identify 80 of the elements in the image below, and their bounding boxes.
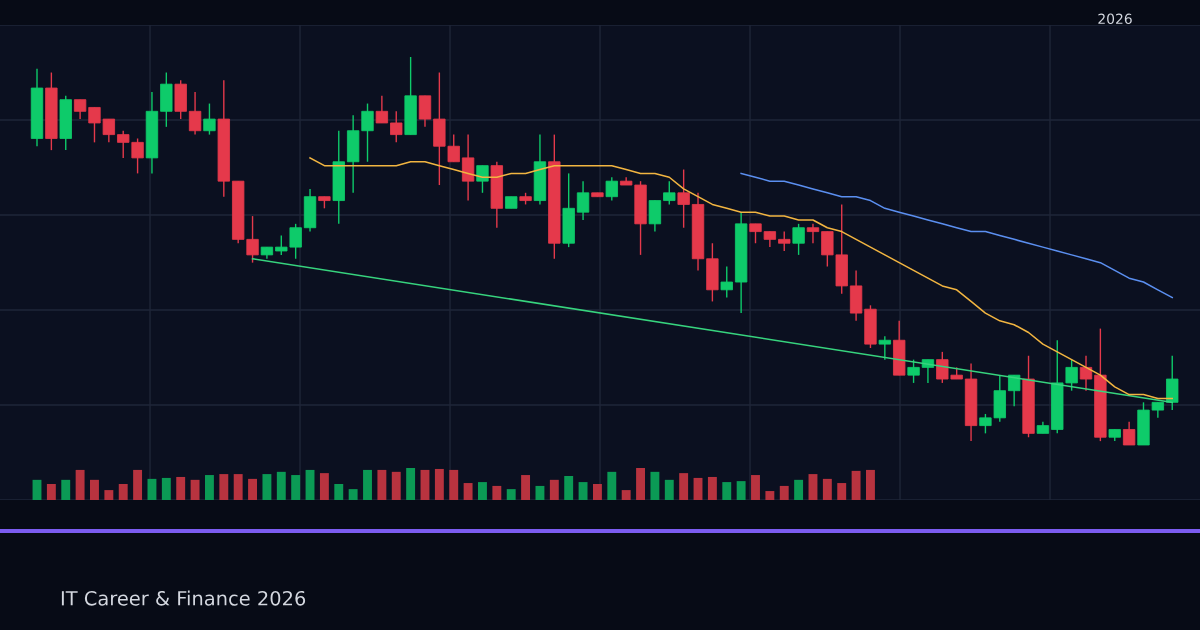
bar (319, 473, 329, 500)
bar (851, 470, 861, 500)
bar (822, 478, 832, 500)
bar (866, 469, 875, 500)
bar (233, 474, 243, 500)
bar (334, 484, 344, 500)
candlestick (1166, 355, 1179, 411)
bar (305, 469, 315, 500)
bar (535, 485, 545, 500)
bar (592, 484, 602, 500)
bar (492, 485, 502, 500)
bar (506, 489, 516, 500)
candlestick (418, 95, 432, 128)
bar (276, 471, 286, 500)
bar (564, 476, 574, 500)
bar (521, 475, 531, 500)
bar (219, 474, 229, 500)
text: IT Career & Finance 2026 (61, 590, 306, 606)
candlestick (390, 110, 403, 144)
candlestick (375, 95, 389, 124)
bar (161, 477, 171, 500)
candlestick (907, 358, 920, 384)
bar (391, 471, 401, 500)
bar (751, 475, 760, 500)
bar (377, 469, 387, 500)
bar (664, 479, 674, 500)
bar (190, 479, 200, 500)
bar (765, 491, 775, 500)
bar (75, 469, 85, 500)
candlestick (461, 133, 475, 202)
candlestick (720, 265, 733, 299)
bar (104, 490, 114, 500)
bar (650, 471, 660, 500)
candlestick (1007, 374, 1021, 407)
bar (621, 490, 631, 500)
candlestick (1079, 355, 1093, 392)
bar (348, 489, 358, 500)
bar (61, 479, 71, 500)
bar (46, 484, 56, 500)
bar (90, 479, 99, 500)
bar (837, 483, 847, 500)
text: 2026 (1098, 13, 1132, 25)
bar (707, 476, 717, 500)
candlestick (792, 223, 805, 256)
candlestick (203, 102, 216, 136)
candlestick (648, 199, 662, 233)
bar (406, 468, 416, 500)
bar (363, 469, 372, 500)
bar (463, 483, 473, 500)
bar (636, 468, 645, 500)
candlestick (188, 91, 202, 136)
bar (722, 482, 732, 500)
candlestick (677, 168, 690, 229)
bar (549, 479, 559, 500)
bar (248, 478, 257, 500)
candlestick (878, 335, 891, 361)
bar (794, 479, 804, 500)
candlestick (476, 164, 489, 194)
bar (478, 482, 487, 500)
bar (420, 469, 430, 500)
bar (133, 469, 143, 500)
candlestick (806, 223, 820, 244)
bar (204, 475, 214, 500)
bar (736, 481, 746, 500)
candlestick (778, 230, 791, 252)
candlestick (1122, 421, 1136, 446)
bar (262, 474, 272, 500)
bar (291, 475, 301, 500)
bar (118, 484, 128, 500)
bar (434, 468, 444, 500)
bar (779, 485, 789, 500)
candlestick (605, 176, 618, 202)
bar (808, 474, 818, 500)
candlestick (663, 180, 676, 206)
candlestick (576, 180, 590, 221)
bar (679, 473, 689, 500)
bar (176, 476, 186, 500)
bar (578, 482, 588, 500)
bar (449, 469, 459, 500)
bar (607, 471, 617, 500)
